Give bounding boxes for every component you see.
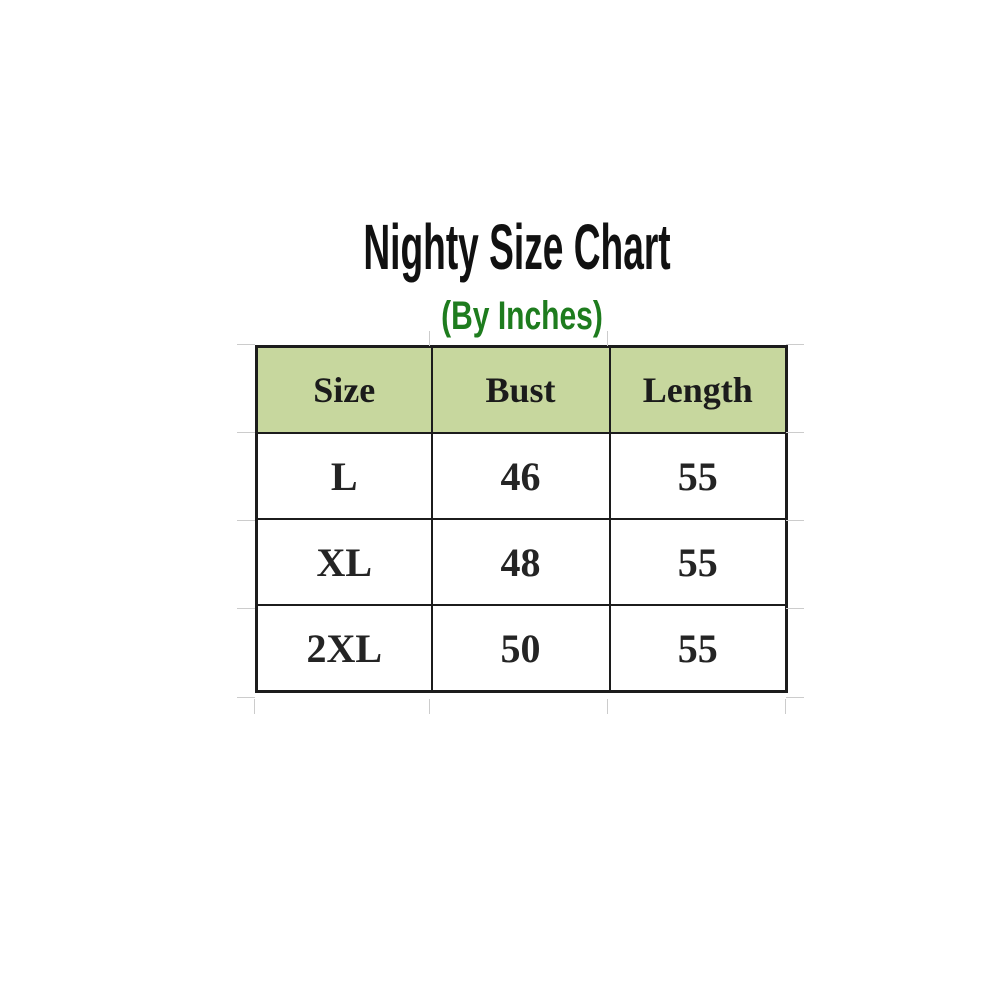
gridline-stub — [237, 697, 255, 698]
column-header-bust: Bust — [430, 345, 611, 434]
gridline-stub — [786, 697, 804, 698]
cell-bust: 46 — [430, 432, 611, 520]
gridline-stub — [237, 608, 255, 609]
table-row: 2XL 50 55 — [255, 604, 788, 693]
gridline-stub — [237, 344, 255, 345]
gridline-stub — [786, 608, 804, 609]
cell-size: 2XL — [255, 604, 433, 693]
gridline-stub — [429, 699, 430, 714]
table-row: XL 48 55 — [255, 518, 788, 606]
cell-size: L — [255, 432, 433, 520]
gridline-stub — [237, 520, 255, 521]
gridline-stub — [607, 699, 608, 714]
gridline-stub — [786, 344, 804, 345]
cell-length: 55 — [608, 518, 788, 606]
column-header-length: Length — [608, 345, 788, 434]
gridline-stub — [786, 432, 804, 433]
table-row: L 46 55 — [255, 432, 788, 520]
column-header-size: Size — [255, 345, 433, 434]
cell-bust: 48 — [430, 518, 611, 606]
size-table: Size Bust Length L 46 55 XL 48 55 2XL 50… — [255, 345, 788, 693]
gridline-stub — [785, 699, 786, 714]
gridline-stub — [254, 699, 255, 714]
page-title: Nighty Size Chart — [363, 211, 671, 283]
cell-size: XL — [255, 518, 433, 606]
gridline-stub — [237, 432, 255, 433]
page-subtitle: (By Inches) — [441, 294, 603, 338]
table-header-row: Size Bust Length — [255, 345, 788, 434]
gridline-stub — [607, 331, 608, 346]
cell-length: 55 — [608, 604, 788, 693]
cell-length: 55 — [608, 432, 788, 520]
gridline-stub — [429, 331, 430, 346]
gridline-stub — [786, 520, 804, 521]
cell-bust: 50 — [430, 604, 611, 693]
